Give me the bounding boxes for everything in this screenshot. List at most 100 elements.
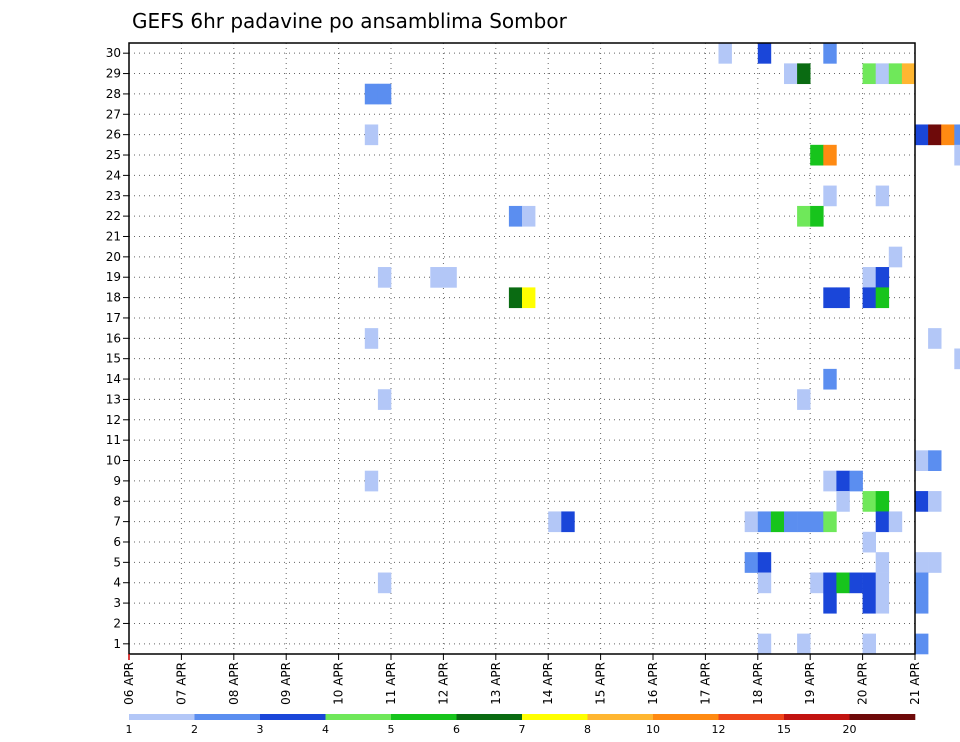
colorbar-label: 7 [519,723,526,736]
y-tick-label: 19 [106,270,121,284]
x-tick-label: 06 APR [122,662,136,705]
data-cell [797,389,811,410]
data-cell [875,63,890,85]
colorbar-swatch [456,714,523,720]
x-axis: 06 APR 07 APR 08 APR 09 APR 10 APR 11 APR 12 A… [122,654,922,705]
colorbar-label: 8 [584,723,591,736]
x-tick-label: 08 APR [227,662,241,705]
data-cell [757,552,772,573]
data-cell [836,491,850,512]
data-cell [836,470,850,492]
y-tick-label: 18 [106,291,121,305]
x-tick-label: 19 APR [803,662,817,705]
data-cell [875,287,890,309]
data-cell [364,470,379,492]
y-tick-label: 29 [106,67,121,81]
data-cell [810,572,824,594]
data-cell [823,43,837,64]
y-tick-label: 12 [106,413,121,427]
colorbar-swatch [849,714,916,720]
data-cell [757,43,772,64]
data-cell [744,552,759,573]
y-tick-label: 4 [113,576,121,590]
data-cell [823,185,837,207]
data-cell [377,572,392,594]
colorbar-label: 5 [388,723,395,736]
x-tick-label: 10 APR [332,662,346,705]
data-cell [875,552,890,573]
x-tick-label: 11 APR [384,662,398,705]
y-tick-label: 21 [106,229,121,243]
data-cell [849,470,863,492]
data-cell [862,267,876,288]
y-axis: 1234567891011121314151617181920212223242… [106,46,129,651]
data-cell [954,144,960,166]
data-cell [862,63,876,85]
colorbar-label: 10 [646,723,660,736]
y-tick-label: 10 [106,454,121,468]
data-cell [770,511,785,533]
data-cell [823,287,837,309]
data-cell [862,531,876,553]
data-cell [862,572,876,594]
colorbar-swatch [325,714,392,720]
data-cell [915,491,929,512]
y-tick-label: 15 [106,352,121,366]
data-cell [836,572,850,594]
y-tick-label: 25 [106,148,121,162]
data-cell [928,328,942,349]
y-tick-label: 9 [113,474,121,488]
colorbar-label: 12 [712,723,726,736]
y-tick-label: 6 [113,535,121,549]
data-cell [888,63,903,85]
data-cell [928,491,942,512]
data-cell [810,144,824,166]
data-cell [888,511,903,533]
colorbar-swatch [718,714,785,720]
y-tick-label: 11 [106,433,121,447]
data-cell [522,205,536,227]
plot-frame [128,42,916,655]
data-cell [875,572,890,594]
colorbar-label: 20 [843,723,857,736]
data-cell [718,43,732,64]
x-tick-label: 07 APR [174,662,188,705]
colorbar-swatch [653,714,719,720]
x-tick-label: 20 APR [856,662,870,705]
data-cell [888,246,903,268]
x-tick-label: 17 APR [698,662,712,705]
data-cell [928,552,942,573]
data-cell [810,205,824,227]
data-cell [954,348,960,370]
colorbar-label: 3 [257,723,264,736]
data-cell [522,287,536,309]
data-cell [797,633,811,655]
data-cell [443,267,457,288]
colorbar-label: 4 [322,723,329,736]
y-tick-label: 2 [113,616,121,630]
data-cell [784,511,798,533]
data-cell [430,267,444,288]
data-cell [823,144,837,166]
colorbar-label: 2 [191,723,198,736]
x-tick-label: 18 APR [751,662,765,705]
data-cell [757,511,772,533]
data-cell [915,450,929,471]
data-cell [915,572,929,594]
data-cell [862,592,876,614]
y-tick-label: 27 [106,107,121,121]
data-cell [875,511,890,533]
y-tick-label: 17 [106,311,121,325]
y-tick-label: 22 [106,209,121,223]
data-cell [508,205,523,227]
y-tick-label: 26 [106,128,121,142]
data-cell [928,450,942,471]
data-cell [784,63,798,85]
data-cell [364,124,379,146]
data-cell [862,491,876,512]
data-cell [823,368,837,390]
x-tick-label: 16 APR [646,662,660,705]
x-tick-label: 21 APR [908,662,922,705]
y-tick-label: 7 [113,515,121,529]
data-cell [757,633,772,655]
